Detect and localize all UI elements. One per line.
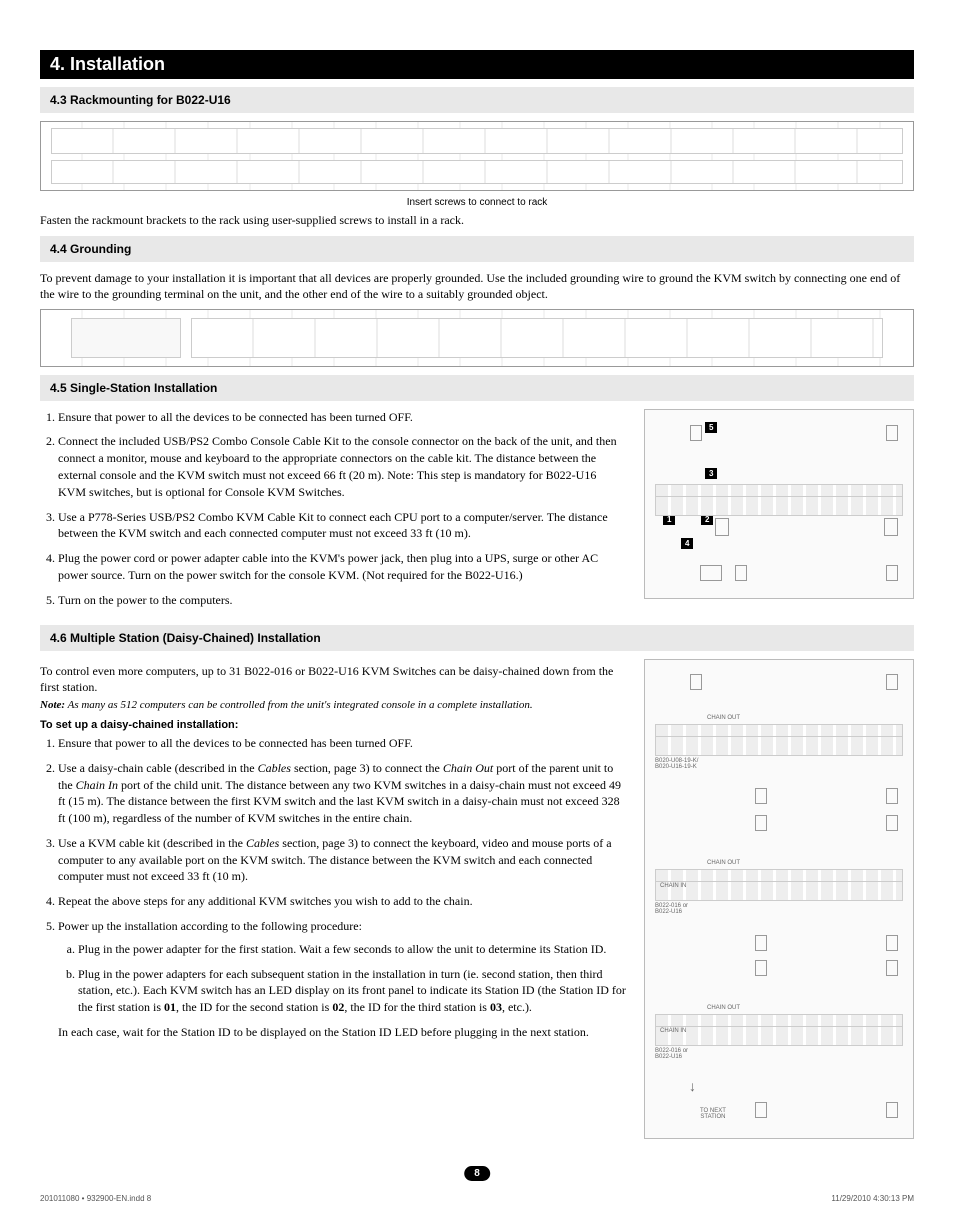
subheading-4-3-text: 4.3 Rackmounting for B022-U16	[50, 93, 231, 107]
subheading-4-4-text: 4.4 Grounding	[50, 242, 131, 256]
note-text: As many as 512 computers can be controll…	[65, 699, 533, 711]
daisy-sub-a: Plug in the power adapter for the first …	[78, 941, 626, 958]
callout-5: 5	[705, 422, 717, 433]
grounding-body: To prevent damage to your installation i…	[40, 270, 914, 302]
daisy-chain-figure: CHAIN OUT B020-U08-19-K/ B020-U16-19-K C…	[644, 659, 914, 1139]
fig-chainout-1: CHAIN OUT	[707, 715, 740, 721]
fig-chainout-3: CHAIN OUT	[707, 1005, 740, 1011]
subheading-4-4: 4.4 Grounding	[40, 236, 914, 262]
fig-model-3: B022-016 or B022-U16	[655, 1048, 688, 1060]
daisy-steps: Ensure that power to all the devices to …	[40, 735, 626, 1040]
subheading-4-6-text: 4.6 Multiple Station (Daisy-Chained) Ins…	[50, 631, 321, 645]
daisy-sub-steps: Plug in the power adapter for the first …	[58, 941, 626, 1016]
single-station-steps: Ensure that power to all the devices to …	[40, 409, 626, 609]
daisy-step-3: Use a KVM cable kit (described in the Ca…	[58, 835, 626, 885]
footer-left: 201011080 • 932900-EN.indd 8	[40, 1194, 151, 1203]
step-5: Turn on the power to the computers.	[58, 592, 626, 609]
daisy-tail: In each case, wait for the Station ID to…	[58, 1024, 626, 1040]
daisy-intro: To control even more computers, up to 31…	[40, 663, 626, 695]
rackmount-caption: Insert screws to connect to rack	[40, 197, 914, 208]
grounding-diagram	[40, 309, 914, 367]
fig-chainin-2: CHAIN IN	[660, 883, 686, 889]
footer-right: 11/29/2010 4:30:13 PM	[831, 1194, 914, 1203]
section-title: 4. Installation	[50, 54, 165, 74]
step-2: Connect the included USB/PS2 Combo Conso…	[58, 433, 626, 500]
step-1: Ensure that power to all the devices to …	[58, 409, 626, 426]
step-3: Use a P778-Series USB/PS2 Combo KVM Cabl…	[58, 509, 626, 543]
subheading-4-3: 4.3 Rackmounting for B022-U16	[40, 87, 914, 113]
down-arrow-icon: ↓	[689, 1080, 696, 1096]
daisy-step-2: Use a daisy-chain cable (described in th…	[58, 760, 626, 827]
step-4: Plug the power cord or power adapter cab…	[58, 550, 626, 584]
fig-model-1: B020-U08-19-K/ B020-U16-19-K	[655, 758, 698, 770]
daisy-note: Note: As many as 512 computers can be co…	[40, 699, 626, 711]
note-label: Note:	[40, 699, 65, 711]
fig-model-2: B022-016 or B022-U16	[655, 903, 688, 915]
page-number: 8	[464, 1166, 490, 1181]
single-station-figure: 5 3 1 2 4	[644, 409, 914, 599]
daisy-step-5: Power up the installation according to t…	[58, 918, 626, 1040]
daisy-step-1: Ensure that power to all the devices to …	[58, 735, 626, 752]
section-title-bar: 4. Installation	[40, 50, 914, 79]
subheading-4-5: 4.5 Single-Station Installation	[40, 375, 914, 401]
daisy-step-4: Repeat the above steps for any additiona…	[58, 893, 626, 910]
rackmount-body: Fasten the rackmount brackets to the rac…	[40, 212, 914, 228]
subheading-4-5-text: 4.5 Single-Station Installation	[50, 381, 217, 395]
rackmount-diagram	[40, 121, 914, 191]
subheading-4-6: 4.6 Multiple Station (Daisy-Chained) Ins…	[40, 625, 914, 651]
callout-3: 3	[705, 468, 717, 479]
fig-to-next: TO NEXT STATION	[700, 1108, 726, 1120]
callout-4: 4	[681, 538, 693, 549]
setup-title: To set up a daisy-chained installation:	[40, 719, 626, 731]
fig-chainin-3: CHAIN IN	[660, 1028, 686, 1034]
daisy-sub-b: Plug in the power adapters for each subs…	[78, 966, 626, 1016]
fig-chainout-2: CHAIN OUT	[707, 860, 740, 866]
